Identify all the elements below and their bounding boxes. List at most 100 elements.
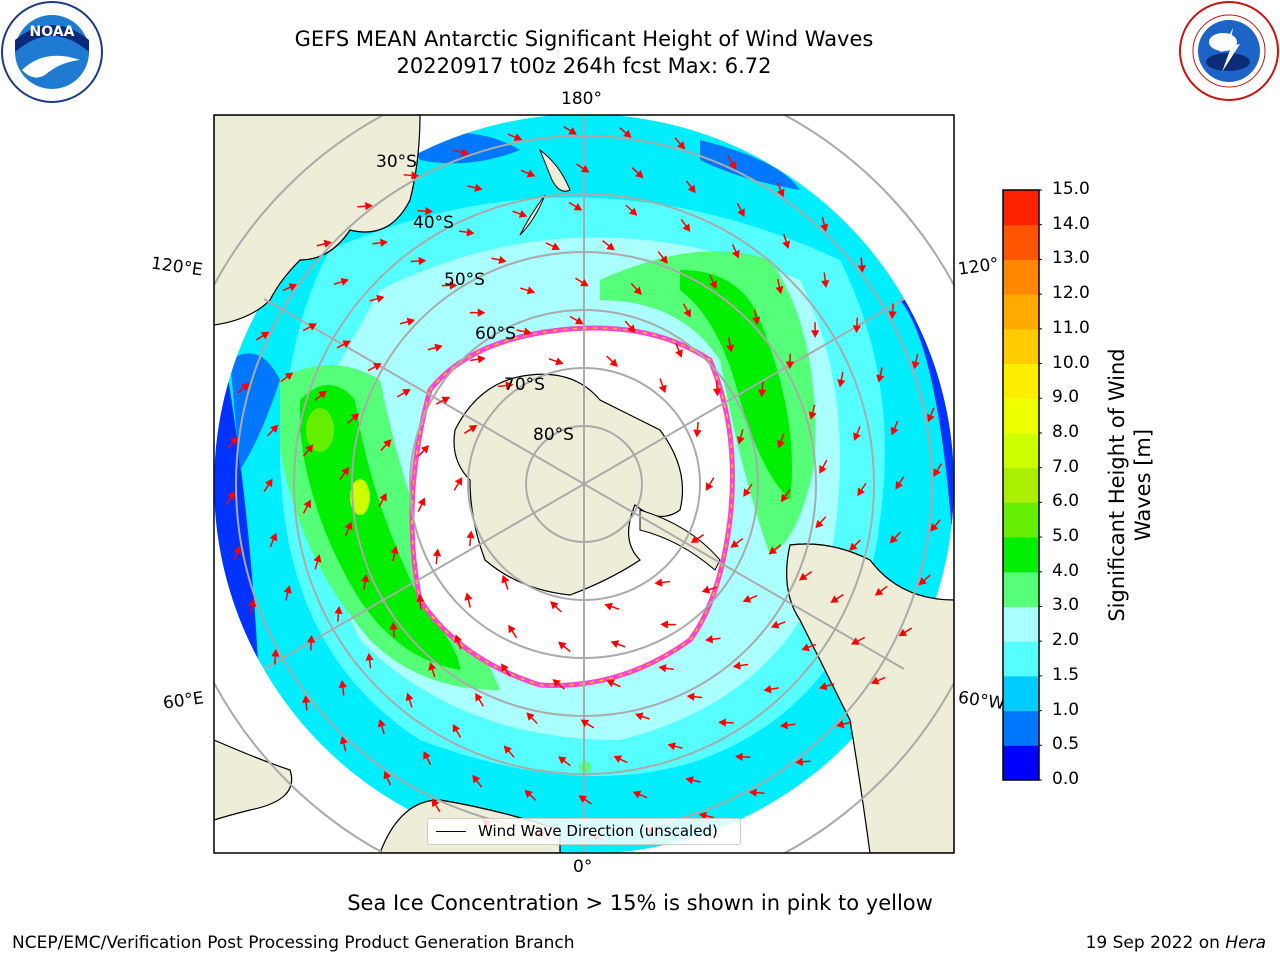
wave-arrow-head	[288, 283, 298, 292]
footer-date-text: 19 Sep 2022 on	[1085, 933, 1226, 953]
wave-arrow-head	[383, 770, 392, 780]
wave-arrow-head	[763, 685, 772, 694]
map-frame	[213, 114, 955, 854]
wave-arrow-head	[417, 497, 426, 507]
wave-arrow-head	[468, 424, 478, 433]
wave-arrow-head	[837, 379, 846, 388]
wave-arrow-head	[227, 491, 235, 500]
lat-label-40s: 40°S	[413, 213, 454, 233]
wave-arrow-head	[284, 372, 294, 381]
colorbar-tick: 8.0	[1052, 421, 1080, 442]
wave-arrow-head	[770, 620, 780, 629]
map-legend: Wind Wave Direction (unscaled)	[427, 818, 741, 845]
lat-label-60s: 60°S	[475, 324, 516, 344]
wave-arrow-head	[730, 539, 739, 548]
colorbar-tick: 2.0	[1052, 630, 1080, 651]
graticule	[214, 115, 954, 853]
wave-arrow-head	[776, 188, 785, 198]
lat-label-30s: 30°S	[376, 152, 417, 172]
wave-arrow-head	[604, 602, 613, 611]
wave-arrow-head	[350, 413, 360, 422]
wave-arrow-head	[889, 535, 898, 544]
wave-arrow-head	[241, 382, 250, 391]
wave-arrow-head	[795, 757, 804, 766]
wave-arrow-head	[810, 330, 820, 338]
svg-text:NOAA: NOAA	[30, 24, 75, 40]
wave-arrow-head	[734, 752, 743, 761]
wave-arrow-head	[248, 598, 257, 608]
wave-arrow-head	[573, 203, 583, 211]
wave-arrow-head	[364, 202, 373, 211]
wave-arrow-head	[911, 360, 920, 370]
wave-arrow-head	[779, 721, 788, 730]
wave-arrow-head	[389, 621, 398, 630]
chart-subtitle: 20220917 t00z 264h fcst Max: 6.72	[396, 54, 772, 78]
wave-arrow-head	[849, 542, 858, 551]
lon-label-180: 180°	[561, 89, 602, 109]
wave-arrow-head	[270, 424, 279, 433]
colorbar-tick: 3.0	[1052, 595, 1080, 616]
wave-arrow-head	[627, 324, 636, 333]
wave-arrow-head	[229, 436, 238, 445]
wave-arrow-head	[731, 249, 740, 259]
wave-arrow-head	[526, 712, 535, 721]
wave-arrow-head	[736, 436, 745, 445]
colorbar-tick: 15.0	[1052, 179, 1090, 199]
wave-arrow-head	[634, 712, 644, 721]
wave-arrow-head	[307, 634, 316, 643]
wave-arrow-head	[580, 278, 589, 287]
wave-arrow-head	[853, 432, 861, 441]
wave-arrow-head	[271, 648, 280, 657]
colorbar-tick: 9.0	[1052, 387, 1080, 408]
colorbar-tick: 10.0	[1052, 352, 1090, 373]
wave-arrow-head	[283, 585, 292, 594]
wave-arrow-head	[434, 343, 443, 352]
wave-arrow-head	[361, 574, 370, 583]
wave-arrow-head	[870, 676, 880, 685]
wave-arrow-head	[728, 160, 737, 170]
wave-arrow-head	[508, 624, 516, 634]
colorbar-segment	[1003, 641, 1039, 677]
wave-arrow-head	[606, 242, 615, 251]
wave-arrow-head	[613, 755, 623, 763]
colorbar-tick: 7.0	[1052, 456, 1080, 477]
wave-arrow-head	[308, 323, 318, 331]
wave-arrow-head	[568, 127, 577, 135]
wave-arrow-head	[428, 662, 437, 671]
wave-arrow-head	[318, 390, 327, 399]
footer-host: Hera	[1225, 933, 1266, 953]
wave-arrow-head	[801, 643, 810, 652]
colorbar-segment	[1003, 432, 1039, 469]
wave-arrow-head	[819, 465, 827, 474]
wave-arrow-head	[752, 316, 761, 325]
colorbar-segment	[1003, 467, 1039, 503]
colorbar-tick: 0.5	[1052, 734, 1080, 755]
wave-arrow-head	[505, 381, 514, 390]
wave-arrow-head	[712, 388, 722, 397]
colorbar-tick: 0.0	[1052, 769, 1080, 789]
wave-arrow-head	[677, 141, 686, 150]
wave-arrow-head	[930, 523, 939, 532]
colorbar-tick: 14.0	[1052, 213, 1090, 234]
wave-arrow-head	[552, 679, 561, 688]
colorbar-segment	[1003, 398, 1039, 434]
colorbar-segment	[1003, 675, 1039, 712]
wave-arrow-head	[405, 692, 414, 702]
wave-arrow-head	[302, 695, 311, 704]
wave-arrow-head	[777, 439, 785, 449]
wave-arrow-head	[821, 280, 830, 289]
wave-arrow-head	[690, 535, 700, 544]
colorbar-tick: 1.5	[1052, 664, 1080, 685]
wave-arrow-head	[475, 692, 483, 702]
wave-arrow-head	[383, 439, 392, 448]
wave-arrow-head	[334, 606, 343, 614]
wave-arrow-head	[524, 789, 533, 798]
wave-arrow-head	[379, 492, 387, 502]
colorbar-segment	[1003, 363, 1039, 399]
wave-arrow-head	[513, 133, 523, 142]
colorbar-tick: 4.0	[1052, 560, 1080, 581]
wave-arrow-head	[830, 595, 839, 603]
wave-arrow-head	[550, 601, 559, 610]
colorbar-segment	[1003, 606, 1039, 642]
wave-arrow-head	[518, 209, 528, 218]
